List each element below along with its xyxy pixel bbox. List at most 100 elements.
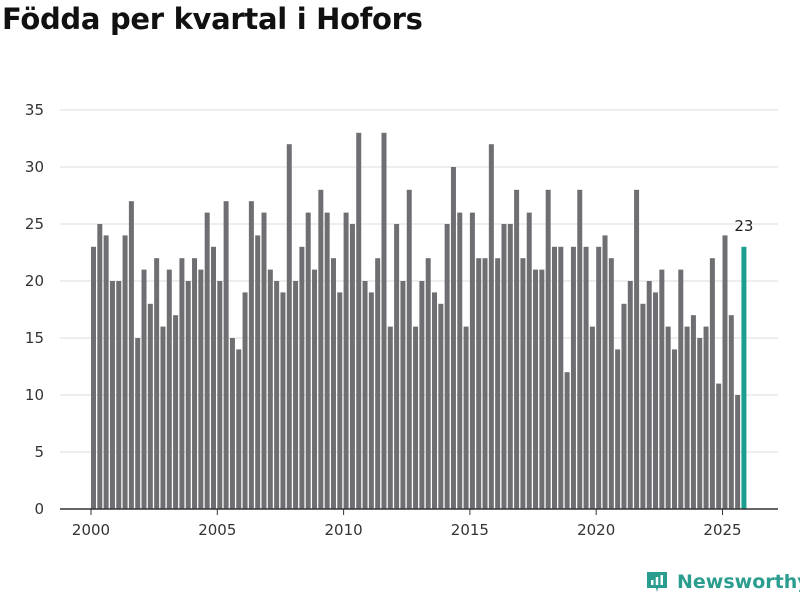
bar bbox=[570, 246, 576, 510]
bar bbox=[495, 258, 501, 509]
bar bbox=[419, 281, 425, 509]
bar bbox=[621, 303, 627, 509]
bar bbox=[564, 372, 570, 509]
bar bbox=[608, 258, 614, 509]
chart-title: Födda per kvartal i Hofors bbox=[2, 2, 423, 36]
y-tick-label-0: 0 bbox=[34, 500, 44, 518]
bar bbox=[330, 258, 336, 509]
bar bbox=[154, 258, 160, 509]
bar bbox=[103, 235, 109, 509]
y-axis-ticks: 0 5 10 15 20 25 30 35 bbox=[25, 101, 44, 518]
bar bbox=[444, 224, 450, 509]
bar bbox=[128, 201, 134, 509]
bar bbox=[671, 349, 677, 509]
bar bbox=[210, 246, 216, 510]
bar bbox=[488, 144, 494, 509]
bar bbox=[634, 189, 640, 510]
bar bbox=[349, 224, 355, 509]
bar bbox=[160, 326, 166, 509]
y-tick-label-30: 30 bbox=[25, 158, 44, 176]
bar bbox=[387, 326, 393, 509]
bar bbox=[482, 258, 488, 509]
x-tick-label-2020: 2020 bbox=[577, 521, 615, 539]
bar bbox=[526, 212, 532, 509]
bar bbox=[337, 292, 343, 509]
bar bbox=[722, 235, 728, 509]
bar bbox=[469, 212, 475, 509]
bar-latest-quarter bbox=[741, 246, 747, 510]
bar bbox=[716, 383, 722, 509]
bar bbox=[425, 258, 431, 509]
bar bbox=[318, 189, 324, 510]
x-tick-label-2000: 2000 bbox=[72, 521, 110, 539]
y-tick-label-25: 25 bbox=[25, 215, 44, 233]
bar bbox=[507, 224, 513, 509]
bar bbox=[476, 258, 482, 509]
bar bbox=[735, 395, 741, 509]
bar bbox=[703, 326, 709, 509]
bar bbox=[299, 246, 305, 510]
bar bbox=[432, 292, 438, 509]
y-tick-label-35: 35 bbox=[25, 101, 44, 119]
bar bbox=[356, 132, 362, 510]
bar bbox=[615, 349, 621, 509]
newsworthy-logo: Newsworthy bbox=[645, 570, 800, 594]
y-tick-label-10: 10 bbox=[25, 386, 44, 404]
latest-value-label: 23 bbox=[734, 217, 753, 235]
bar bbox=[381, 132, 387, 510]
bar bbox=[589, 326, 595, 509]
bar bbox=[690, 315, 696, 509]
bar bbox=[375, 258, 381, 509]
bar bbox=[135, 338, 141, 509]
bar bbox=[147, 303, 153, 509]
bars bbox=[91, 132, 747, 510]
x-tick-label-2010: 2010 bbox=[325, 521, 363, 539]
bar bbox=[166, 269, 172, 509]
bar bbox=[109, 281, 115, 509]
bar bbox=[545, 189, 551, 510]
bar bbox=[665, 326, 671, 509]
brand-name: Newsworthy bbox=[677, 571, 800, 593]
bar bbox=[653, 292, 659, 509]
bar bbox=[343, 212, 349, 509]
bar bbox=[709, 258, 715, 509]
x-tick-label-2025: 2025 bbox=[703, 521, 741, 539]
bar bbox=[141, 269, 147, 509]
bar bbox=[368, 292, 374, 509]
bar bbox=[400, 281, 406, 509]
bar bbox=[514, 189, 520, 510]
bar bbox=[646, 281, 652, 509]
bar bbox=[236, 349, 242, 509]
bar bbox=[242, 292, 248, 509]
bar bbox=[450, 167, 456, 509]
bar bbox=[179, 258, 185, 509]
bar bbox=[501, 224, 507, 509]
data-labels: 23 bbox=[734, 217, 753, 235]
bar bbox=[305, 212, 311, 509]
bar bbox=[223, 201, 229, 509]
bar bbox=[204, 212, 210, 509]
bar bbox=[97, 224, 103, 509]
bar bbox=[116, 281, 122, 509]
bar bbox=[558, 246, 564, 510]
bar bbox=[438, 303, 444, 509]
bar bbox=[122, 235, 128, 509]
bar bbox=[697, 338, 703, 509]
bar bbox=[286, 144, 292, 509]
bar bbox=[280, 292, 286, 509]
bar bbox=[198, 269, 204, 509]
bar bbox=[577, 189, 583, 510]
bar bbox=[533, 269, 539, 509]
bar bbox=[274, 281, 280, 509]
x-tick-label-2015: 2015 bbox=[451, 521, 489, 539]
bar bbox=[362, 281, 368, 509]
bar bbox=[248, 201, 254, 509]
y-tick-label-20: 20 bbox=[25, 272, 44, 290]
x-axis-ticks: 2000 2005 2010 2015 2020 2025 bbox=[72, 509, 742, 539]
x-tick-label-2005: 2005 bbox=[198, 521, 236, 539]
bar bbox=[520, 258, 526, 509]
bar bbox=[659, 269, 665, 509]
bar bbox=[312, 269, 318, 509]
bar bbox=[192, 258, 198, 509]
